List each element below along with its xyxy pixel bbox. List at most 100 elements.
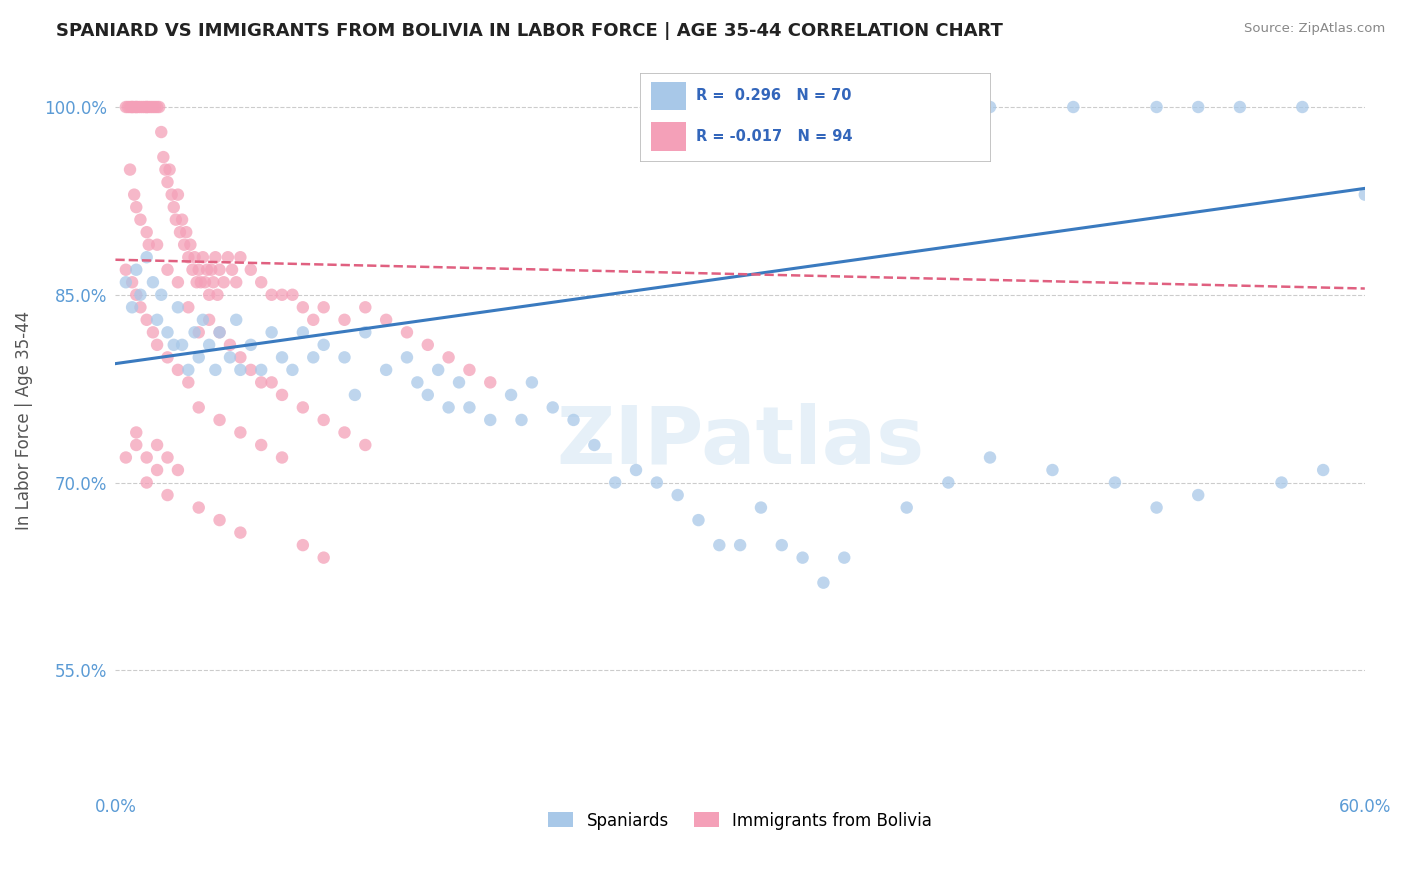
- Point: [167, 363, 190, 377]
- Text: Source: ZipAtlas.com: Source: ZipAtlas.com: [1244, 22, 1385, 36]
- Point: [146, 438, 169, 452]
- Point: [312, 300, 335, 314]
- Point: [135, 100, 157, 114]
- Point: [208, 513, 231, 527]
- Point: [143, 100, 166, 114]
- Point: [167, 463, 190, 477]
- Point: [302, 351, 325, 365]
- Point: [312, 413, 335, 427]
- Point: [142, 326, 165, 340]
- Point: [125, 200, 148, 214]
- Point: [187, 351, 209, 365]
- Point: [125, 262, 148, 277]
- Point: [135, 250, 157, 264]
- Point: [121, 100, 143, 114]
- Point: [896, 500, 918, 515]
- Point: [135, 313, 157, 327]
- Point: [121, 275, 143, 289]
- Point: [167, 275, 190, 289]
- Point: [125, 100, 148, 114]
- Point: [813, 575, 835, 590]
- Point: [728, 538, 751, 552]
- Point: [135, 225, 157, 239]
- Point: [770, 538, 793, 552]
- Point: [333, 313, 356, 327]
- Point: [194, 275, 217, 289]
- Point: [129, 300, 152, 314]
- Point: [204, 250, 226, 264]
- Point: [195, 262, 218, 277]
- Point: [160, 187, 183, 202]
- Point: [208, 413, 231, 427]
- Point: [129, 287, 152, 301]
- Point: [139, 100, 162, 114]
- Point: [225, 275, 247, 289]
- Point: [260, 287, 283, 301]
- Point: [122, 100, 145, 114]
- Point: [437, 401, 460, 415]
- Point: [562, 413, 585, 427]
- Point: [250, 438, 273, 452]
- Point: [229, 425, 252, 440]
- Point: [896, 100, 918, 114]
- Point: [354, 326, 377, 340]
- Point: [1146, 100, 1168, 114]
- Point: [333, 351, 356, 365]
- Point: [135, 100, 157, 114]
- Point: [217, 250, 239, 264]
- Point: [1187, 488, 1209, 502]
- Point: [186, 275, 208, 289]
- Point: [229, 525, 252, 540]
- Point: [212, 275, 235, 289]
- Point: [645, 475, 668, 490]
- Point: [395, 326, 418, 340]
- Point: [190, 275, 212, 289]
- Point: [354, 438, 377, 452]
- Point: [148, 100, 170, 114]
- Point: [271, 450, 294, 465]
- Point: [1354, 187, 1376, 202]
- Point: [156, 175, 179, 189]
- Point: [354, 300, 377, 314]
- Point: [117, 100, 139, 114]
- Point: [208, 326, 231, 340]
- Point: [605, 475, 627, 490]
- Point: [146, 100, 169, 114]
- Point: [1187, 100, 1209, 114]
- Point: [479, 413, 502, 427]
- Point: [187, 326, 209, 340]
- Point: [121, 100, 143, 114]
- Point: [177, 363, 200, 377]
- Point: [118, 100, 141, 114]
- Point: [281, 287, 304, 301]
- Point: [115, 262, 138, 277]
- Point: [129, 100, 152, 114]
- Point: [447, 376, 470, 390]
- Point: [250, 363, 273, 377]
- Y-axis label: In Labor Force | Age 35-44: In Labor Force | Age 35-44: [15, 310, 32, 530]
- Text: SPANIARD VS IMMIGRANTS FROM BOLIVIA IN LABOR FORCE | AGE 35-44 CORRELATION CHART: SPANIARD VS IMMIGRANTS FROM BOLIVIA IN L…: [56, 22, 1002, 40]
- Point: [177, 376, 200, 390]
- Point: [131, 100, 153, 114]
- Point: [499, 388, 522, 402]
- Point: [728, 100, 751, 114]
- Point: [138, 237, 160, 252]
- Point: [583, 438, 606, 452]
- Point: [406, 376, 429, 390]
- Point: [163, 200, 186, 214]
- Point: [375, 363, 398, 377]
- Point: [239, 363, 262, 377]
- Point: [172, 212, 194, 227]
- Point: [118, 162, 141, 177]
- Point: [271, 287, 294, 301]
- Point: [156, 488, 179, 502]
- Point: [163, 338, 186, 352]
- Point: [208, 262, 231, 277]
- Point: [624, 463, 647, 477]
- Point: [458, 401, 481, 415]
- Point: [229, 351, 252, 365]
- Point: [260, 326, 283, 340]
- Point: [239, 262, 262, 277]
- Point: [191, 313, 214, 327]
- Point: [173, 237, 195, 252]
